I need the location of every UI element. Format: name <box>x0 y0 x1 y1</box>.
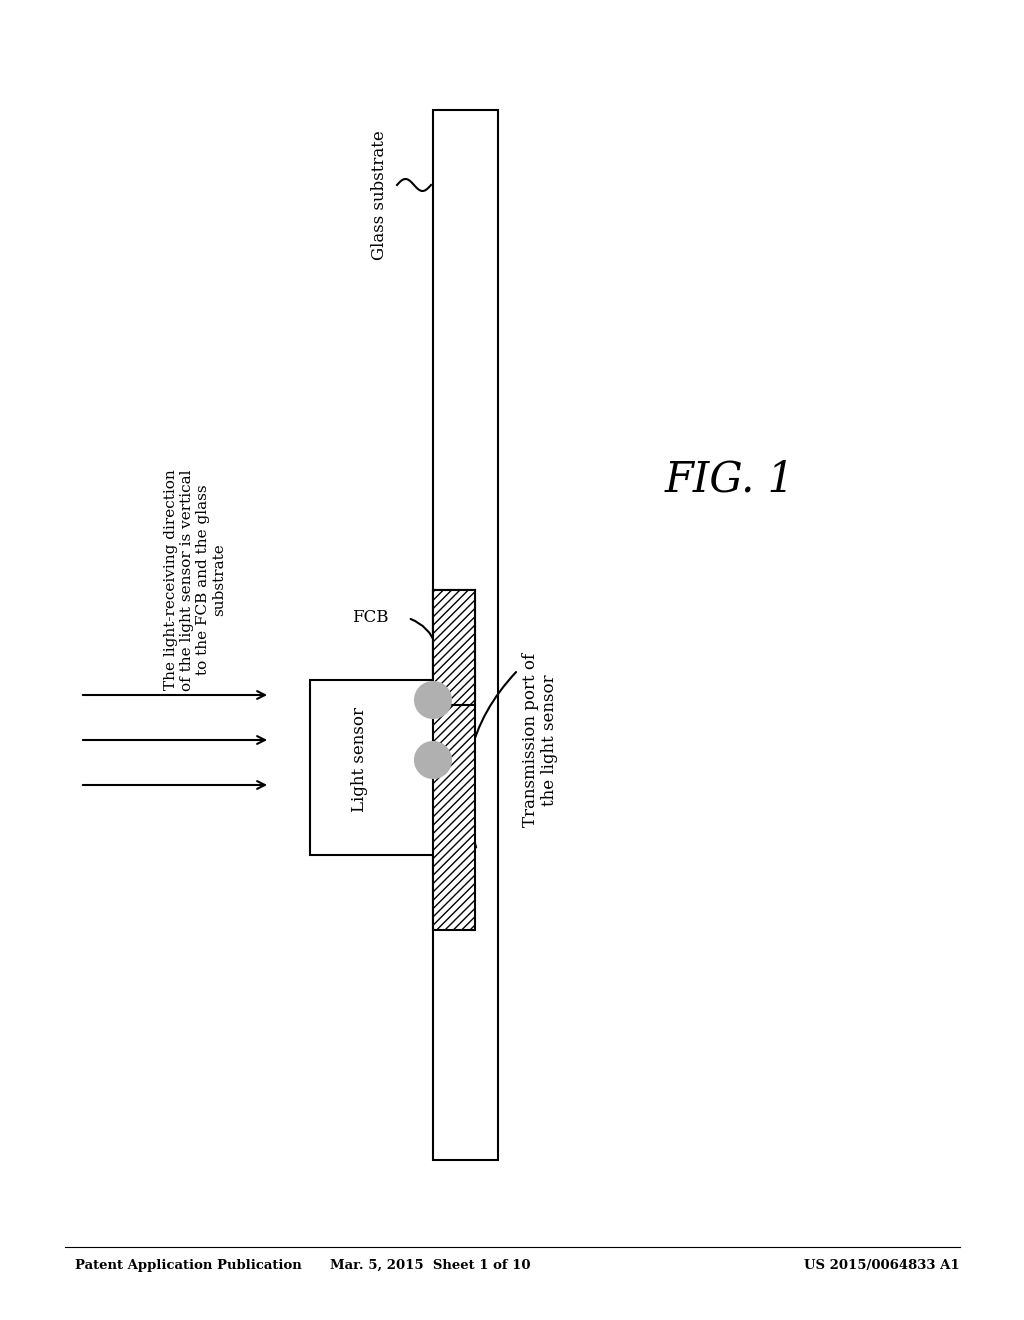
Text: Light sensor: Light sensor <box>351 708 369 813</box>
Text: Mar. 5, 2015  Sheet 1 of 10: Mar. 5, 2015 Sheet 1 of 10 <box>330 1258 530 1271</box>
Circle shape <box>415 682 451 718</box>
Bar <box>433 110 498 1160</box>
Bar <box>310 680 435 855</box>
Text: Patent Application Publication: Patent Application Publication <box>75 1258 302 1271</box>
Circle shape <box>415 742 451 777</box>
Bar <box>433 590 475 705</box>
Text: FCB: FCB <box>352 610 388 627</box>
Text: Transmission port of
the light sensor: Transmission port of the light sensor <box>521 653 558 828</box>
Text: The light-receiving direction
of the light sensor is vertical
to the FCB and the: The light-receiving direction of the lig… <box>164 469 226 690</box>
Text: US 2015/0064833 A1: US 2015/0064833 A1 <box>805 1258 961 1271</box>
Bar <box>433 590 475 931</box>
Text: FIG. 1: FIG. 1 <box>665 459 795 502</box>
Text: Glass substrate: Glass substrate <box>372 131 388 260</box>
